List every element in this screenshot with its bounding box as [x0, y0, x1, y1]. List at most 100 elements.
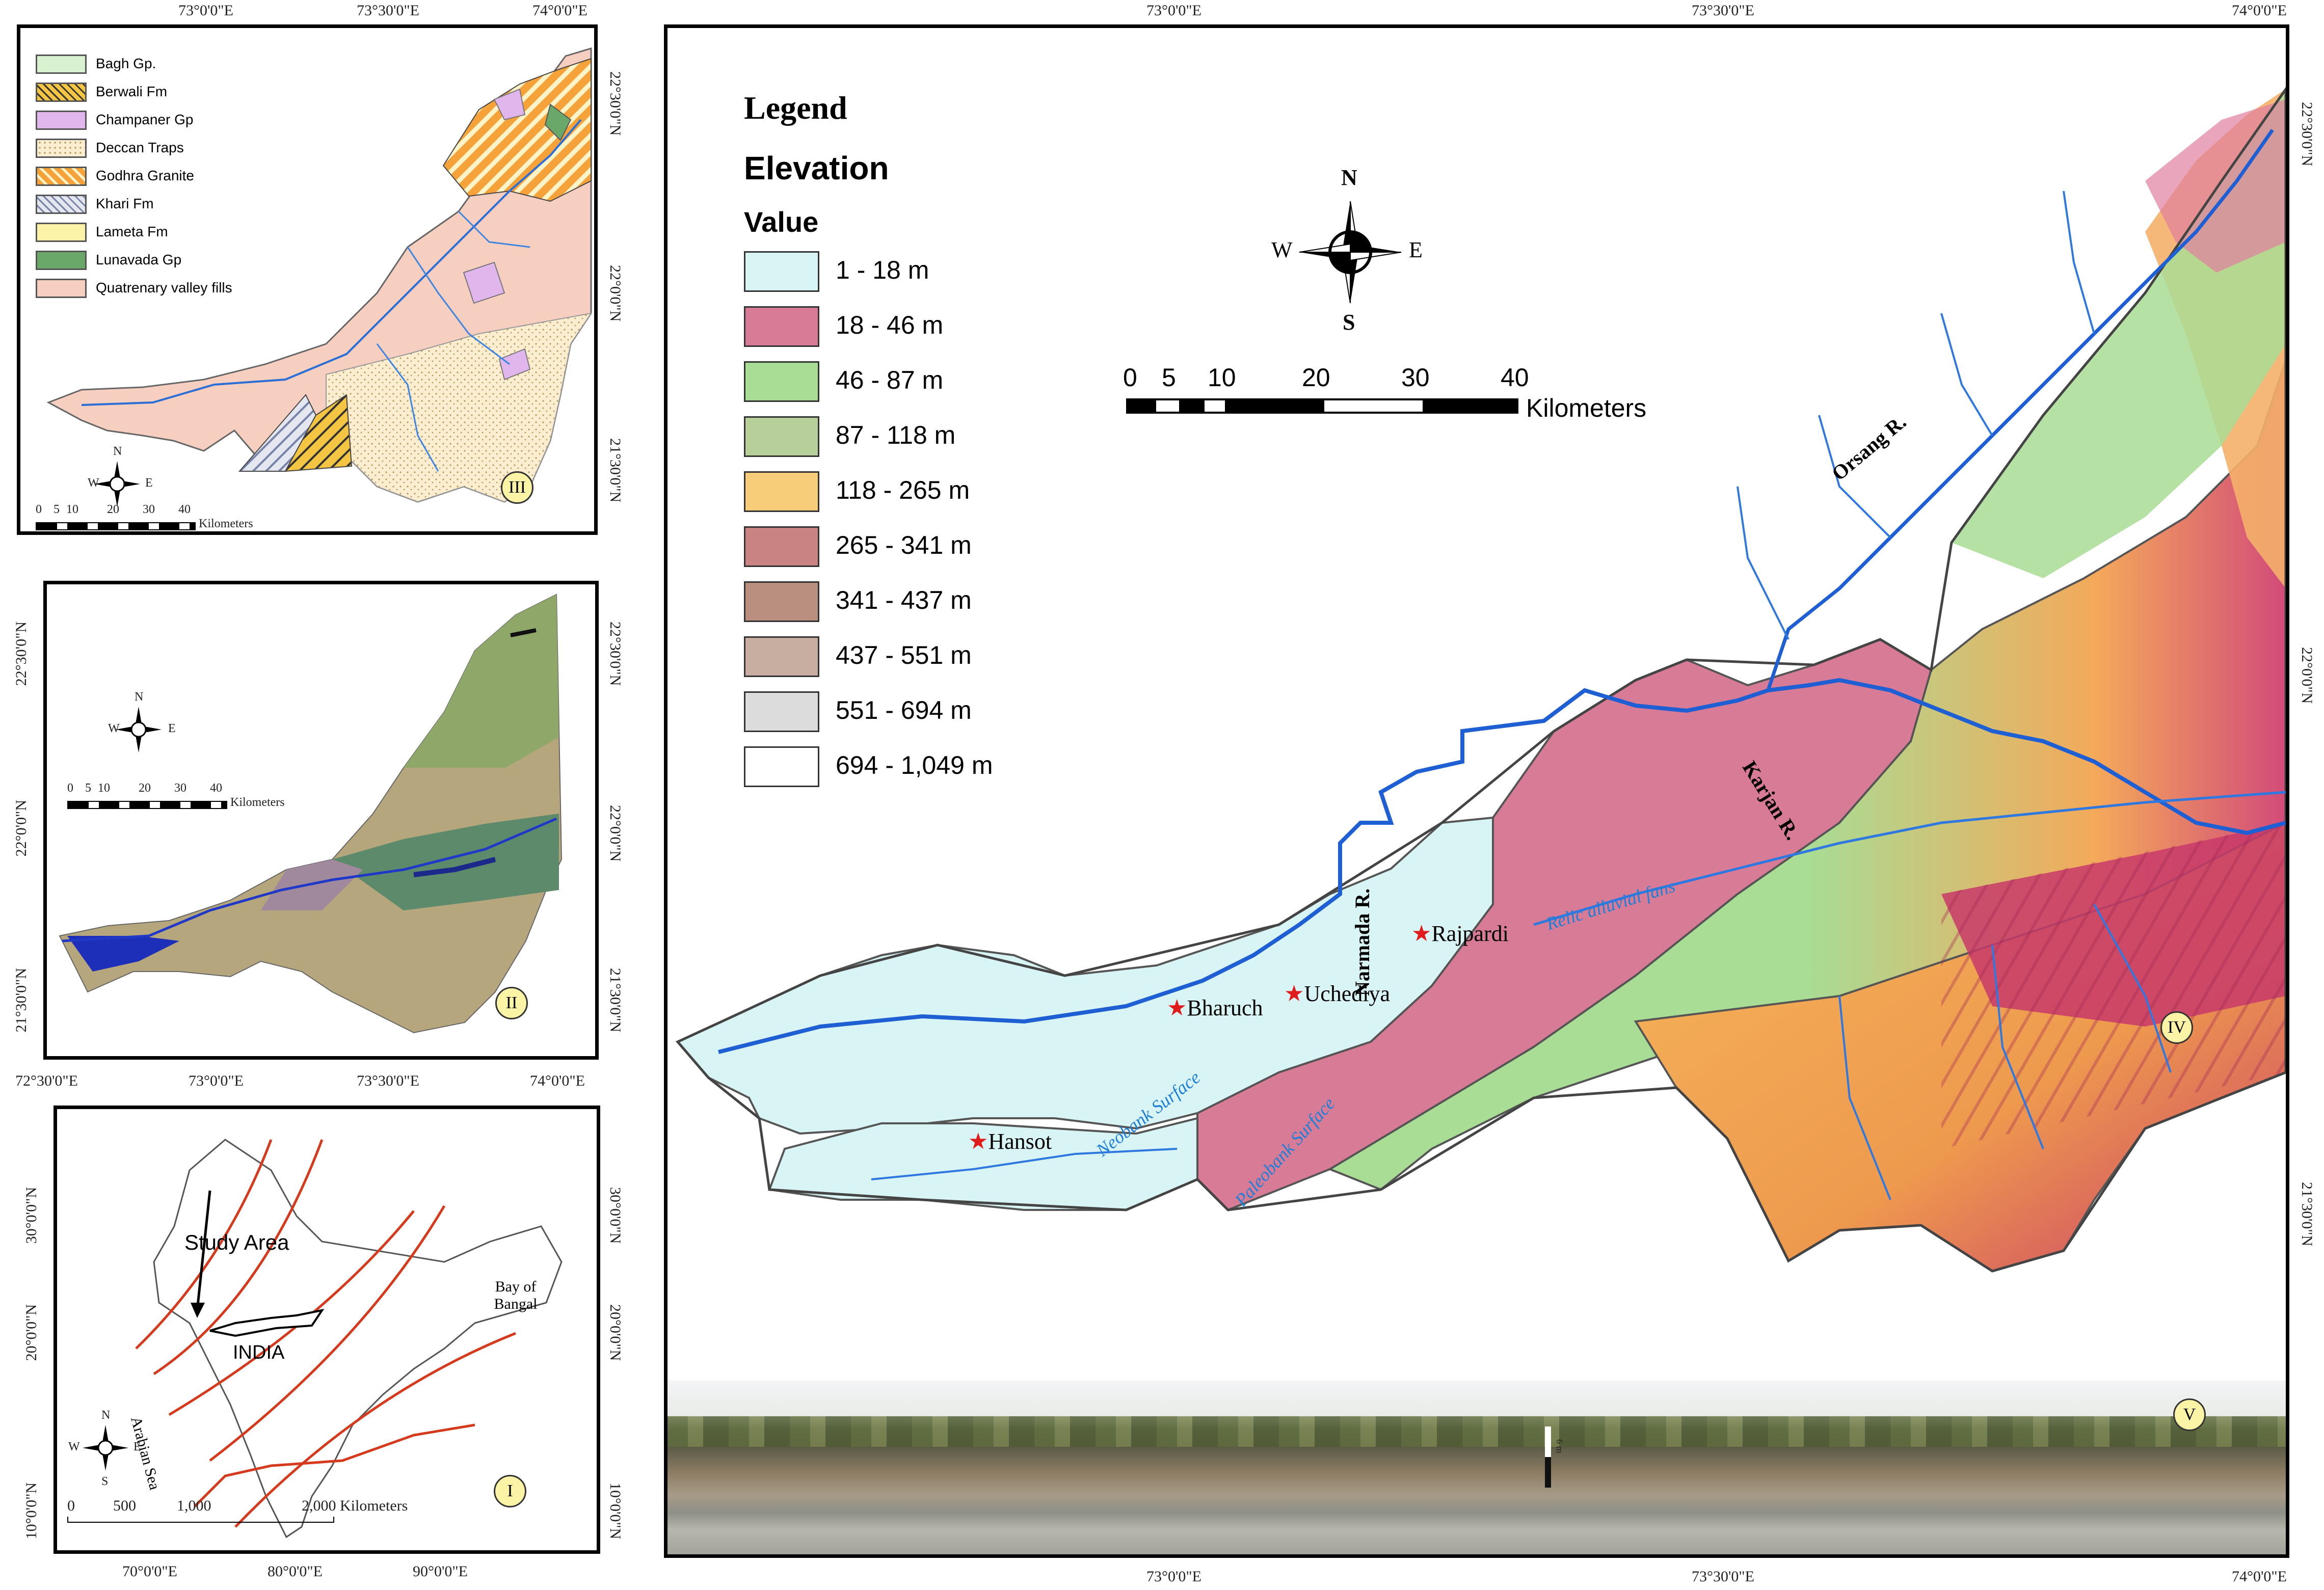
- india-outline: [135, 1139, 563, 1539]
- tick-label: 74°0'0"E: [2232, 1568, 2287, 1585]
- legend-swatch: [36, 167, 87, 186]
- compass-e: E: [133, 1440, 141, 1453]
- compass-w: W: [88, 476, 99, 490]
- legend-swatch: [36, 139, 87, 158]
- geology-map: [46, 47, 593, 503]
- star-icon: ★: [968, 1129, 989, 1154]
- compass-e: E: [168, 722, 176, 735]
- legend-swatch: [36, 279, 87, 298]
- tick-label: 21°30'0"N: [2299, 1182, 2315, 1247]
- place-bharuch: ★Bharuch: [1167, 995, 1263, 1020]
- tick-label: 20°0'0"N: [607, 1304, 624, 1361]
- vegetation: [667, 1416, 2286, 1447]
- compass-icon: [94, 461, 140, 507]
- legend-label: Lameta Fm: [96, 224, 168, 239]
- legend-label: 46 - 87 m: [836, 366, 944, 394]
- legend-swatch: [744, 691, 819, 732]
- tick-label: 21°30'0"N: [607, 438, 624, 503]
- tick-label: 20°0'0"N: [23, 1304, 40, 1361]
- tick-label: 74°0'0"E: [532, 2, 587, 19]
- legend-swatch: [744, 306, 819, 347]
- legend-label: 551 - 694 m: [836, 696, 972, 724]
- legend-label: 118 - 265 m: [836, 476, 970, 504]
- compass-w: W: [68, 1440, 80, 1453]
- tick-label: 22°30'0"N: [607, 622, 624, 686]
- tick-label: 74°0'0"E: [2232, 2, 2287, 19]
- tick-label: 73°30'0"E: [1692, 2, 1754, 19]
- riverbank-photo: 6 m V: [667, 1381, 2286, 1554]
- place-rajpardi: ★Rajpardi: [1411, 921, 1509, 946]
- tick-label: 22°0'0"N: [607, 805, 624, 862]
- legend-label: Lunavada Gp: [96, 252, 182, 267]
- tick-label: 22°30'0"N: [2299, 102, 2315, 167]
- star-icon: ★: [1411, 921, 1432, 946]
- study-area-label: Study Area: [184, 1230, 289, 1254]
- compass-n: N: [101, 1409, 111, 1422]
- tick-label: 21°30'0"N: [607, 968, 624, 1033]
- compass-icon: [116, 707, 162, 752]
- tick-label: 73°0'0"E: [178, 2, 233, 19]
- elevation-map: [675, 87, 2286, 1273]
- river-label-narmada: Narmada R.: [1351, 888, 1374, 996]
- place-uchediya: ★Uchediya: [1284, 981, 1391, 1006]
- legend-label: Quatrenary valley fills: [96, 280, 232, 295]
- tick-label: 73°0'0"E: [189, 1072, 244, 1089]
- panel-label-ii: II: [495, 987, 528, 1019]
- compass-w: W: [1271, 237, 1293, 262]
- compass-e: E: [145, 476, 153, 490]
- compass-icon: [83, 1425, 128, 1471]
- legend-label: 265 - 341 m: [836, 531, 972, 559]
- satellite-image: [59, 594, 563, 1034]
- panel-label-i: I: [494, 1475, 526, 1507]
- legend-swatch: [744, 251, 819, 292]
- legend-label: Khari Fm: [96, 196, 154, 211]
- legend-swatch: [36, 55, 87, 74]
- india-map-panel: Study Area INDIA Bay of Bangal Arabian S…: [54, 1106, 600, 1554]
- legend-swatch: [36, 251, 87, 270]
- legend-swatch: [36, 111, 87, 130]
- legend-label: 18 - 46 m: [836, 311, 944, 339]
- tick-label: 70°0'0"E: [122, 1563, 177, 1580]
- panel-label-iii: III: [501, 471, 533, 504]
- legend-swatch: [36, 83, 87, 102]
- compass-s: S: [101, 1475, 109, 1488]
- legend-swatch: [36, 195, 87, 214]
- legend-swatch: [744, 416, 819, 457]
- tick-label: 74°0'0"E: [530, 1072, 585, 1089]
- compass-n: N: [1341, 165, 1357, 190]
- geology-map-panel: Bagh Gp. Berwali Fm Champaner Gp Deccan …: [17, 24, 598, 535]
- tick-label: 22°30'0"N: [13, 622, 30, 686]
- tick-label: 10°0'0"N: [23, 1483, 40, 1540]
- legend-label: 1 - 18 m: [836, 256, 929, 284]
- geology-legend: Bagh Gp. Berwali Fm Champaner Gp Deccan …: [36, 55, 270, 345]
- satellite-map-panel: N W E 0 5 10 20 30 40 Kilometers II: [43, 581, 599, 1060]
- tick-label: 80°0'0"E: [268, 1563, 323, 1580]
- legend-title: Legend: [744, 90, 847, 126]
- legend-label: Berwali Fm: [96, 84, 168, 99]
- tick-label: 22°0'0"N: [607, 265, 624, 322]
- tick-label: 90°0'0"E: [413, 1563, 468, 1580]
- value-title: Value: [744, 206, 819, 238]
- panel-label-iv: IV: [2160, 1011, 2193, 1044]
- tick-label: 73°0'0"E: [1146, 2, 1201, 19]
- legend-label: 437 - 551 m: [836, 641, 972, 669]
- tick-label: 73°30'0"E: [1692, 1568, 1754, 1585]
- legend-label: 341 - 437 m: [836, 586, 972, 614]
- tick-label: 22°0'0"N: [2299, 647, 2315, 704]
- panel-label-v: V: [2173, 1398, 2206, 1431]
- country-label: INDIA: [233, 1342, 285, 1363]
- legend-label: Godhra Granite: [96, 168, 194, 183]
- compass-icon: [1299, 201, 1402, 304]
- elevation-map-panel: Legend Elevation Value 1 - 18 m 18 - 46 …: [664, 24, 2289, 1558]
- compass-s: S: [1343, 310, 1355, 335]
- compass-n: N: [135, 690, 144, 704]
- star-icon: ★: [1167, 995, 1187, 1020]
- elevation-title: Elevation: [744, 150, 889, 186]
- legend-swatch: [744, 526, 819, 567]
- legend-label: Bagh Gp.: [96, 56, 156, 71]
- legend-label: 87 - 118 m: [836, 421, 956, 449]
- compass-e: E: [1409, 237, 1423, 262]
- legend-swatch: [744, 361, 819, 402]
- legend-label: 694 - 1,049 m: [836, 751, 993, 779]
- place-hansot: ★Hansot: [968, 1129, 1052, 1154]
